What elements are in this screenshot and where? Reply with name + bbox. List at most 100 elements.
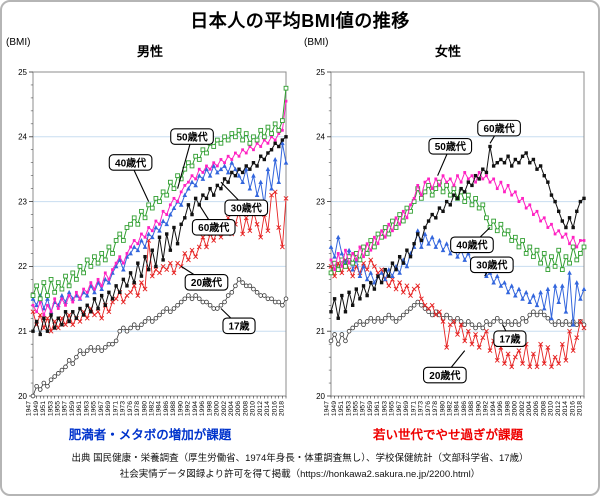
svg-text:1978: 1978: [134, 401, 141, 416]
svg-text:1967: 1967: [98, 401, 105, 416]
svg-text:17歳: 17歳: [499, 333, 520, 346]
svg-text:20: 20: [18, 392, 27, 401]
svg-text:1978: 1978: [432, 401, 439, 416]
svg-text:1951: 1951: [338, 401, 345, 416]
svg-text:1984: 1984: [454, 401, 461, 416]
svg-text:21: 21: [18, 327, 27, 336]
svg-text:2010: 2010: [548, 401, 555, 416]
svg-text:50歳代: 50歳代: [176, 130, 207, 143]
svg-text:1994: 1994: [192, 401, 199, 416]
svg-text:1957: 1957: [360, 401, 367, 416]
svg-text:1963: 1963: [83, 401, 90, 416]
svg-text:2010: 2010: [250, 401, 257, 416]
series-60歳代: [31, 135, 288, 337]
svg-text:2018: 2018: [577, 401, 584, 416]
source-line-1: 出典 国民健康・栄養調査（厚生労働省、1974年身長・体重調査無し）、学校保健統…: [71, 453, 529, 464]
svg-text:1951: 1951: [40, 401, 47, 416]
series-17歳: [328, 299, 587, 347]
svg-text:1949: 1949: [33, 401, 40, 416]
svg-text:1947: 1947: [324, 401, 331, 416]
svg-text:2002: 2002: [519, 401, 526, 416]
series-20歳代: [328, 257, 587, 370]
svg-text:1986: 1986: [461, 401, 468, 416]
svg-text:1949: 1949: [331, 401, 338, 416]
chart-male-svg: 20 21 22 23 24 25 1947 1949 1951 1953 1955 1957 1959…: [18, 68, 289, 416]
svg-text:1982: 1982: [446, 401, 453, 416]
y-axis-unit-female: (BMI): [304, 37, 329, 48]
svg-text:1980: 1980: [439, 401, 446, 416]
source-line-2: 社会実情データ図録より許可を得て掲載（https://honkawa2.saku…: [119, 469, 481, 480]
figure-title: 日本人の平均BMI値の推移: [190, 11, 410, 31]
series-50歳代: [329, 171, 586, 272]
svg-text:23: 23: [18, 197, 27, 206]
annotation-17歳: 17歳: [220, 308, 256, 335]
annotation-17歳: 17歳: [493, 324, 527, 348]
annotation-40歳代: 40歳代: [450, 227, 494, 254]
svg-text:1984: 1984: [156, 401, 163, 416]
svg-text:30歳代: 30歳代: [231, 202, 262, 215]
panel-female: (BMI) 女性 20 21 22 23 24 25 1947 1949 1951 1953 195…: [299, 36, 597, 442]
annotation-30歳代: 30歳代: [469, 256, 514, 277]
annotation-30歳代: 30歳代: [220, 181, 269, 217]
svg-text:2016: 2016: [271, 401, 278, 416]
panel-title-female: 女性: [434, 44, 461, 59]
svg-text:1988: 1988: [170, 401, 177, 416]
svg-text:2004: 2004: [228, 401, 235, 416]
svg-text:2006: 2006: [235, 401, 242, 416]
annotation-50歳代: 50歳代: [170, 128, 214, 189]
svg-text:2016: 2016: [569, 401, 576, 416]
series-17歳: [30, 277, 289, 399]
svg-text:2012: 2012: [257, 401, 264, 416]
svg-text:25: 25: [18, 68, 27, 77]
svg-text:1982: 1982: [148, 401, 155, 416]
svg-text:20: 20: [316, 392, 325, 401]
svg-text:2008: 2008: [540, 401, 547, 416]
caption-male: 肥満者・メタボの増加が課題: [68, 428, 232, 442]
svg-text:2008: 2008: [242, 401, 249, 416]
series-40歳代: [30, 85, 289, 302]
svg-text:60歳代: 60歳代: [484, 122, 515, 135]
svg-text:1953: 1953: [47, 401, 54, 416]
svg-text:2012: 2012: [555, 401, 562, 416]
svg-text:24: 24: [316, 133, 325, 142]
svg-text:24: 24: [18, 133, 27, 142]
svg-text:1957: 1957: [62, 401, 69, 416]
svg-text:2002: 2002: [221, 401, 228, 416]
svg-text:1967: 1967: [396, 401, 403, 416]
svg-text:1990: 1990: [475, 401, 482, 416]
series-60歳代: [329, 144, 586, 320]
svg-text:50歳代: 50歳代: [435, 140, 466, 153]
svg-text:1976: 1976: [127, 401, 134, 416]
annotation-20歳代: 20歳代: [180, 265, 229, 291]
chart-female-svg: 20 21 22 23 24 25 1947 1949 1951 1953 1955 1957 1959…: [316, 68, 587, 416]
svg-text:1947: 1947: [26, 401, 33, 416]
svg-text:2006: 2006: [533, 401, 540, 416]
svg-text:1969: 1969: [403, 401, 410, 416]
svg-text:2004: 2004: [526, 401, 533, 416]
svg-text:1959: 1959: [69, 401, 76, 416]
panel-title-male: 男性: [136, 44, 163, 59]
annotation-20歳代: 20歳代: [423, 350, 467, 384]
svg-text:1965: 1965: [91, 401, 98, 416]
annotation-60歳代: 60歳代: [477, 119, 521, 144]
svg-text:60歳代: 60歳代: [198, 221, 229, 234]
svg-text:1994: 1994: [490, 401, 497, 416]
svg-text:30歳代: 30歳代: [476, 259, 507, 272]
svg-text:1996: 1996: [199, 401, 206, 416]
svg-text:1961: 1961: [76, 401, 83, 416]
svg-text:1953: 1953: [345, 401, 352, 416]
svg-text:2000: 2000: [214, 401, 221, 416]
svg-text:1976: 1976: [425, 401, 432, 416]
svg-text:2014: 2014: [264, 401, 271, 416]
annotation-60歳代: 60歳代: [191, 204, 236, 236]
svg-text:1996: 1996: [497, 401, 504, 416]
svg-text:1969: 1969: [105, 401, 112, 416]
svg-text:1992: 1992: [483, 401, 490, 416]
svg-text:1992: 1992: [185, 401, 192, 416]
caption-female: 若い世代でやせ過ぎが課題: [372, 428, 523, 442]
panel-male: (BMI) 男性 20 21 22 23 24 25 1947 1949 1951 1953 195…: [1, 36, 299, 442]
svg-text:1998: 1998: [504, 401, 511, 416]
svg-text:1963: 1963: [381, 401, 388, 416]
svg-text:2018: 2018: [279, 401, 286, 416]
svg-text:20歳代: 20歳代: [191, 276, 222, 289]
